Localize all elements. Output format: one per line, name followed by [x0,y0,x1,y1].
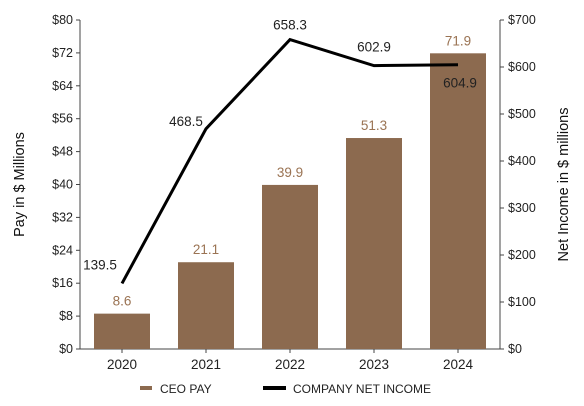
left-tick-label: $16 [52,276,73,290]
left-tick-label: $32 [52,210,73,224]
right-tick-label: $400 [508,154,536,168]
line-value-label: 604.9 [443,76,477,91]
bar-value-label: 21.1 [193,242,219,257]
right-tick-label: $0 [508,342,522,356]
y-axis-title-right: Net Income in $ millions [556,108,572,262]
legend-label-ceo-pay: CEO PAY [160,382,212,396]
legend-swatch-ceo-pay [140,386,152,390]
bar-value-label: 8.6 [113,294,132,309]
bar-value-label: 71.9 [445,33,471,48]
bar-value-label: 51.3 [361,118,387,133]
left-tick-label: $24 [52,243,73,257]
legend-label-net-income: COMPANY NET INCOME [293,382,431,396]
line-value-label: 658.3 [273,18,307,33]
line-net-income [120,37,459,285]
left-tick-label: $56 [52,112,73,126]
right-tick-label: $300 [508,201,536,215]
bar-value-label: 39.9 [277,165,303,180]
line-value-label: 602.9 [357,40,391,55]
bar-ceo-pay [178,262,234,349]
right-tick-label: $600 [508,60,536,74]
right-tick-label: $500 [508,107,536,121]
right-tick-label: $700 [508,13,536,27]
y-axis-title-left: Pay in $ Millions [12,132,28,237]
legend-swatch-net-income [263,386,286,390]
bar-ceo-pay [262,184,318,349]
right-tick-label: $100 [508,295,536,309]
right-tick-label: $200 [508,248,536,262]
bar-ceo-pay [346,138,402,349]
left-tick-label: $48 [52,145,73,159]
left-tick-label: $64 [52,79,73,93]
bar-ceo-pay [94,313,150,349]
x-tick-label: 2024 [443,357,474,372]
left-tick-label: $8 [59,309,73,323]
x-tick-label: 2022 [275,357,305,372]
left-tick-label: $80 [52,13,73,27]
left-tick-label: $72 [52,46,73,60]
left-tick-label: $40 [52,178,73,192]
line-value-label: 139.5 [83,257,117,272]
bar-ceo-pay [430,53,486,349]
line-value-label: 468.5 [169,114,203,129]
x-tick-label: 2021 [191,357,221,372]
left-tick-label: $0 [59,342,73,356]
x-tick-label: 2020 [107,357,137,372]
x-tick-label: 2023 [359,357,389,372]
